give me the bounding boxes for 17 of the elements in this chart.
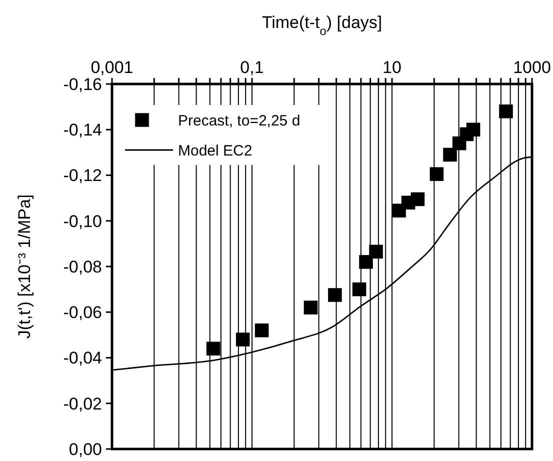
x-tick-label: 0,1 xyxy=(240,58,264,77)
y-tick-label: -0,16 xyxy=(63,74,102,94)
y-axis-title: J(t,t') [x10⁻³ 1/MPa] xyxy=(15,194,34,339)
y-tick-label: -0,14 xyxy=(63,120,102,140)
legend-label: Model EC2 xyxy=(178,142,252,160)
y-tick-label: -0,02 xyxy=(63,394,102,414)
y-tick-label: -0,10 xyxy=(63,212,102,231)
y-tick-label: -0,08 xyxy=(63,257,102,276)
y-tick-label: -0,12 xyxy=(63,166,102,186)
y-tick-label: 0,00 xyxy=(68,440,102,459)
x-tick-label: 1000 xyxy=(513,58,551,77)
y-tick-label: -0,06 xyxy=(63,303,102,322)
y-tick-label: -0,04 xyxy=(63,348,102,368)
legend-label: Precast, to=2,25 d xyxy=(178,112,300,130)
x-tick-label: 0,001 xyxy=(90,58,134,77)
x-tick-label: 10 xyxy=(382,58,402,77)
x-axis-title: Time(t-t$_{o}$) [days] xyxy=(262,13,382,38)
